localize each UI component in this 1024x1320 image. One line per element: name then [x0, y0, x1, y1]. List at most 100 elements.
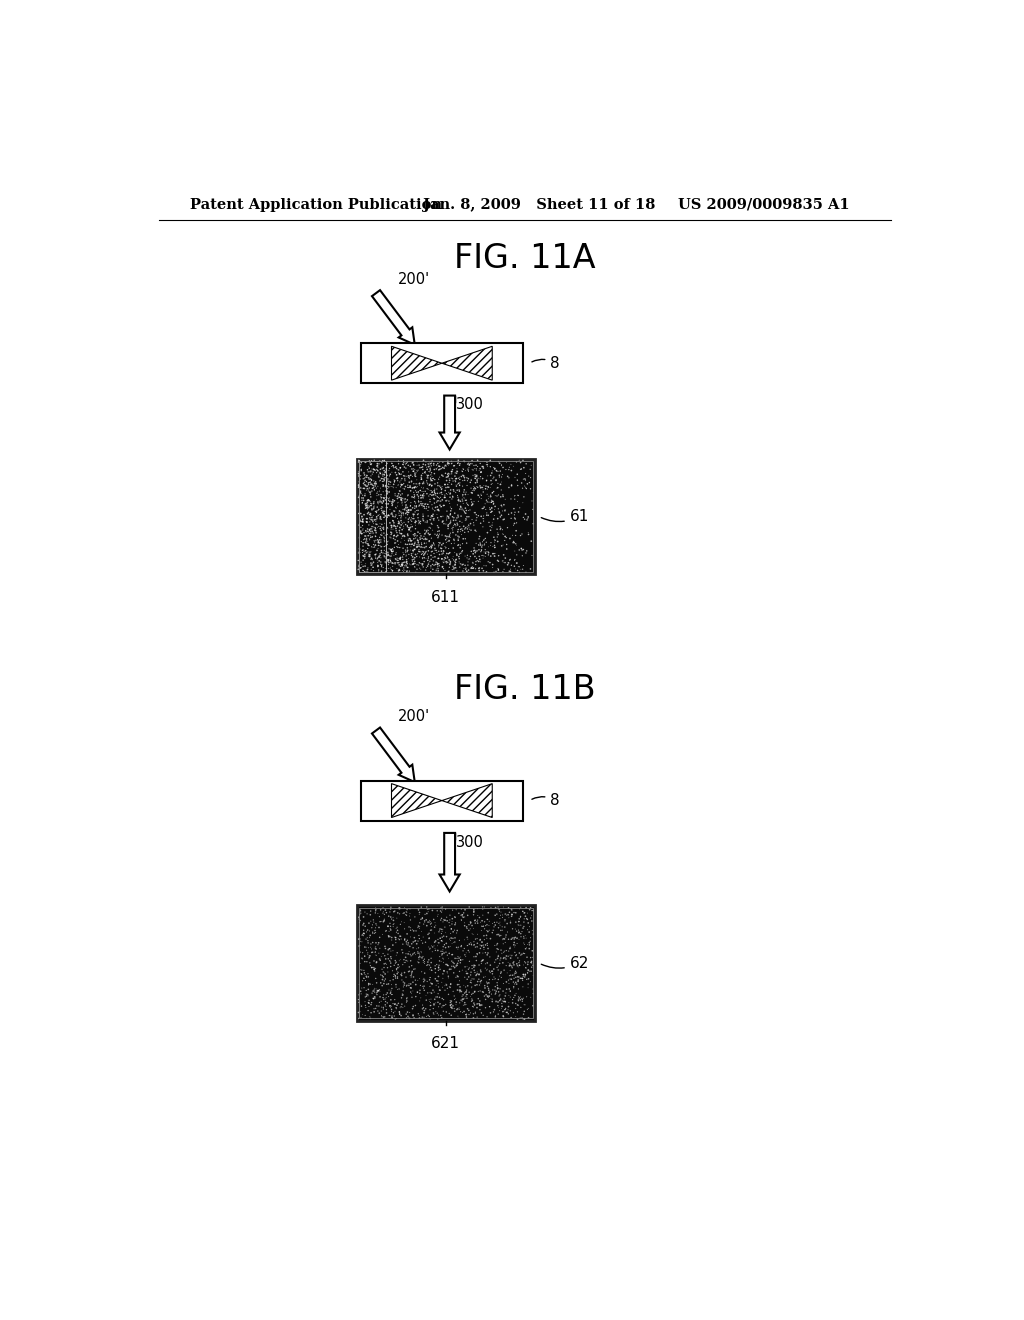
Point [430, 499, 446, 520]
Point [371, 453, 387, 474]
Point [492, 925, 508, 946]
Point [421, 496, 437, 517]
Point [460, 470, 476, 491]
Point [510, 995, 526, 1016]
Point [354, 942, 371, 964]
Point [421, 954, 437, 975]
Point [379, 475, 395, 496]
Point [419, 521, 435, 543]
Point [393, 502, 410, 523]
Point [439, 490, 456, 511]
Point [419, 465, 435, 486]
Point [428, 993, 444, 1014]
Point [427, 912, 443, 933]
Point [428, 552, 444, 573]
Point [510, 970, 526, 991]
Point [466, 933, 482, 954]
Point [445, 956, 462, 977]
Point [398, 466, 415, 487]
Point [412, 536, 428, 557]
Point [518, 562, 535, 583]
Point [351, 527, 368, 548]
Point [382, 939, 398, 960]
Point [501, 941, 517, 962]
Point [394, 519, 411, 540]
Point [447, 552, 464, 573]
Point [376, 507, 392, 528]
Point [460, 940, 476, 961]
Point [455, 904, 471, 925]
Point [350, 465, 367, 486]
Point [366, 950, 382, 972]
Point [512, 906, 528, 927]
Point [521, 899, 538, 920]
Point [434, 987, 451, 1008]
Point [351, 471, 368, 492]
Point [427, 483, 443, 504]
Point [398, 552, 415, 573]
Point [366, 909, 382, 931]
Point [370, 504, 386, 525]
Point [410, 942, 426, 964]
Point [384, 552, 400, 573]
Point [434, 478, 451, 499]
Point [424, 973, 440, 994]
Point [362, 994, 379, 1015]
Point [416, 473, 432, 494]
Point [393, 488, 410, 510]
Point [439, 911, 456, 932]
Point [397, 507, 414, 528]
Point [416, 998, 432, 1019]
Point [472, 478, 488, 499]
Point [431, 483, 447, 504]
Point [442, 994, 459, 1015]
Point [396, 457, 413, 478]
Point [442, 977, 459, 998]
Point [418, 557, 434, 578]
Point [388, 465, 404, 486]
Point [484, 482, 501, 503]
Point [362, 492, 379, 513]
Point [466, 931, 482, 952]
Point [413, 908, 429, 929]
Point [505, 515, 521, 536]
Point [449, 923, 465, 944]
Point [367, 517, 383, 539]
Point [443, 498, 460, 519]
Point [447, 524, 464, 545]
Point [372, 470, 388, 491]
Point [362, 466, 379, 487]
Point [352, 520, 369, 541]
Point [517, 463, 534, 484]
Point [440, 517, 457, 539]
Point [395, 465, 412, 486]
Point [509, 491, 525, 512]
Point [392, 457, 409, 478]
Point [366, 513, 382, 535]
Point [402, 909, 419, 931]
Point [356, 474, 373, 495]
Point [358, 511, 375, 532]
Point [375, 480, 391, 502]
Point [497, 529, 513, 550]
Point [522, 927, 539, 948]
Point [513, 923, 529, 944]
Point [422, 939, 438, 960]
Point [487, 561, 504, 582]
Point [429, 554, 445, 576]
Point [470, 484, 486, 506]
Point [414, 907, 430, 928]
Point [411, 496, 427, 517]
Point [433, 535, 450, 556]
Point [498, 527, 514, 548]
Point [399, 1002, 416, 1023]
Point [423, 916, 439, 937]
Point [482, 477, 499, 498]
Point [393, 470, 410, 491]
Point [357, 470, 374, 491]
Point [447, 471, 464, 492]
Point [411, 916, 427, 937]
Point [382, 927, 398, 948]
Point [433, 944, 450, 965]
Point [457, 987, 473, 1008]
